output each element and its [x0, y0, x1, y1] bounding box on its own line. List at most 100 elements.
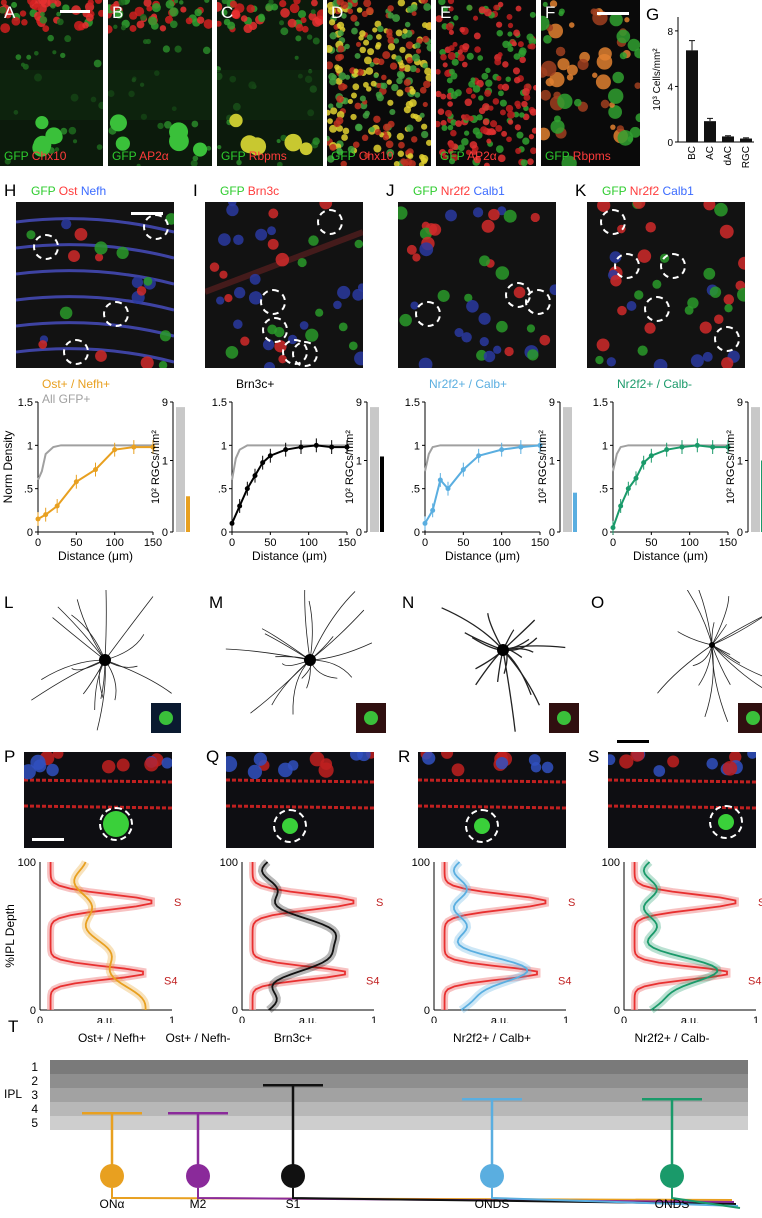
- cell-dot: [422, 101, 428, 108]
- cell-dot: [496, 21, 503, 28]
- cell-dot: [703, 267, 716, 280]
- cell-dot: [436, 90, 442, 98]
- cell-dot: [240, 336, 250, 346]
- stain-legend: GFP Ost Nefh: [31, 185, 106, 197]
- cell-dot: [253, 752, 268, 766]
- cell-dot: [191, 120, 199, 128]
- cell-dot: [449, 68, 455, 75]
- dashed-circle: [63, 339, 89, 365]
- data-point: [460, 467, 466, 473]
- cell-dot: [347, 98, 353, 104]
- x-tick-label: 0: [35, 537, 41, 549]
- cell-dot: [94, 253, 104, 262]
- cell-dot: [555, 46, 566, 57]
- cell-dot: [299, 321, 309, 330]
- cell-dot: [550, 119, 565, 134]
- micrograph-image: [0, 0, 103, 166]
- stain-legend: GFP Nr2f2 Calb1: [413, 185, 505, 197]
- bar: [186, 496, 190, 532]
- cell-dot: [385, 140, 394, 149]
- cell-dot: [452, 41, 458, 47]
- cell-dot: [265, 3, 274, 12]
- cell-dot: [247, 764, 263, 780]
- dashed-circle: [282, 339, 308, 365]
- data-point: [344, 444, 350, 450]
- cell-dot: [464, 293, 473, 303]
- y-tick-label: 100: [220, 857, 238, 869]
- series-curve: [231, 444, 347, 524]
- cell-dot: [598, 47, 612, 61]
- cell-dot: [422, 752, 436, 765]
- type-name: Ost+ / Nefh+: [78, 1031, 146, 1045]
- cell-dot: [505, 76, 511, 82]
- cell-dot: [514, 124, 521, 131]
- dashed-circle: [262, 317, 288, 343]
- cell-dot: [139, 14, 147, 21]
- cell-dot: [354, 21, 360, 27]
- cell-dot: [393, 161, 400, 166]
- scale-bar: [597, 12, 629, 15]
- cell-dot: [479, 255, 490, 267]
- cell-dot: [278, 762, 293, 778]
- type-name: Nr2f2+ / Calb-: [634, 1031, 709, 1045]
- cell-dot: [634, 48, 640, 59]
- micrograph-k: [587, 202, 745, 368]
- cell-dot: [341, 134, 348, 141]
- cell-dot: [387, 5, 394, 12]
- y-tick-label: 1: [162, 456, 168, 468]
- cell-dot: [530, 147, 536, 155]
- cell-dot: [519, 112, 525, 118]
- cell-dot: [40, 11, 45, 17]
- cell-dot: [337, 30, 344, 37]
- scale-bar: [131, 212, 163, 215]
- y-tick-label: .5: [218, 484, 227, 496]
- cell-dot: [419, 154, 425, 160]
- x-tick-label: 150: [719, 537, 737, 549]
- cell-dot: [470, 77, 476, 83]
- data-point: [260, 460, 266, 466]
- cell-dot: [440, 53, 447, 61]
- cell-dot: [395, 29, 403, 37]
- ipl-profile-s: 0 100 0 1 a.u. S2 S4: [602, 857, 762, 1023]
- cell-dot: [478, 312, 491, 325]
- cell-dot: [515, 5, 522, 12]
- cell-dot: [115, 136, 130, 151]
- marker-profile: [443, 861, 547, 1010]
- cell-dot: [169, 20, 178, 29]
- cell-dot: [403, 79, 411, 87]
- cell-dot: [374, 128, 382, 136]
- bar: [176, 407, 185, 532]
- cell-dot: [634, 290, 644, 300]
- cell-dot: [477, 55, 484, 61]
- cell-dot: [558, 10, 564, 17]
- cell-dot: [490, 120, 498, 128]
- cell-dot: [15, 54, 22, 60]
- cell-dot: [481, 72, 489, 80]
- gfp-profile: [73, 861, 147, 1011]
- cell-dot: [293, 0, 301, 5]
- stain-nr2f2: Nr2f2: [440, 184, 474, 198]
- stain-inset: [737, 702, 762, 734]
- cell-dot: [406, 56, 413, 64]
- cell-dot: [352, 288, 363, 301]
- cell-dot: [233, 234, 244, 246]
- cell-dot: [652, 279, 662, 289]
- cell-dot: [421, 123, 428, 130]
- cell-dot: [224, 293, 233, 303]
- cell-dot: [439, 148, 446, 156]
- cell-dot: [216, 296, 225, 305]
- cell-dot: [196, 16, 205, 24]
- cell-dot: [528, 133, 535, 140]
- cell-dot: [475, 131, 483, 139]
- cell-dot: [419, 227, 432, 240]
- cell-dot: [404, 158, 413, 166]
- dashed-circle: [714, 326, 740, 352]
- x-axis-label: Distance (μm): [633, 549, 708, 563]
- data-point: [229, 520, 235, 526]
- layer-number: 5: [31, 1116, 38, 1130]
- side-view-micrograph-r: [418, 752, 566, 848]
- cell-dot: [595, 74, 611, 90]
- cell-dot: [724, 303, 733, 313]
- cell-dot: [507, 119, 514, 125]
- cell-dot: [480, 126, 488, 134]
